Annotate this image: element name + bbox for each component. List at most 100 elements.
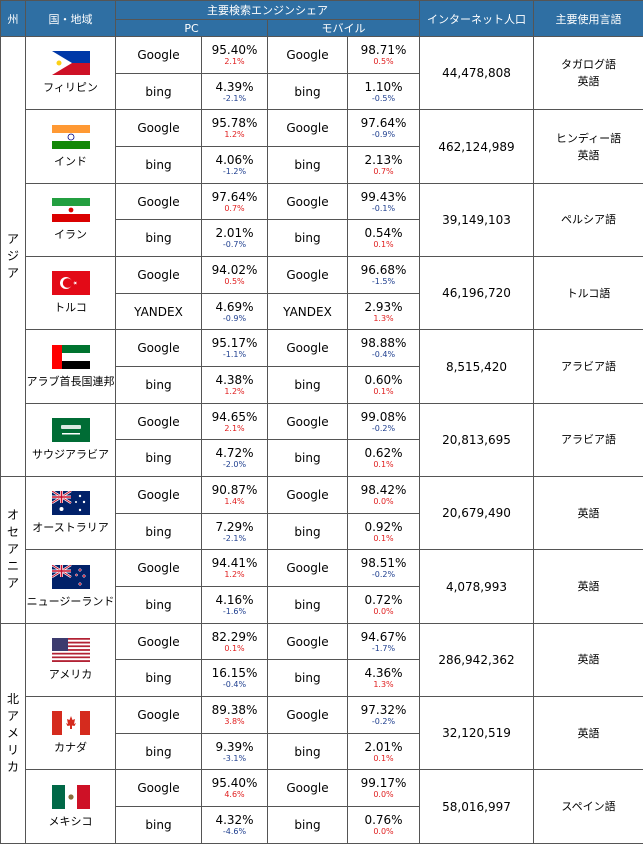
pc-share-cell: 4.38%1.2% (202, 367, 268, 404)
mobile-change: 0.7% (348, 167, 419, 177)
mobile-share: 97.32% (361, 703, 407, 717)
mobile-change: 0.5% (348, 57, 419, 67)
mobile-share-cell: 98.42%0.0% (348, 477, 420, 514)
country-name: フィリピン (43, 81, 98, 94)
mobile-change: -0.2% (348, 570, 419, 580)
flag-turkey-icon (52, 271, 90, 295)
language: アラビア語 (534, 358, 643, 375)
language-cell: 英語 (534, 697, 643, 770)
continent-char: ニ (1, 558, 25, 575)
pc-share: 9.39% (215, 740, 253, 754)
flag-uae-icon (52, 345, 90, 369)
pc-share-cell: 4.72%-2.0% (202, 440, 268, 477)
mobile-engine: YANDEX (268, 293, 348, 330)
mobile-engine: Google (268, 697, 348, 734)
mobile-change: -1.7% (348, 644, 419, 654)
language: アラビア語 (534, 431, 643, 448)
mobile-engine: bing (268, 220, 348, 257)
mobile-change: 0.0% (348, 827, 419, 837)
mobile-share: 99.43% (361, 190, 407, 204)
mobile-change: 0.1% (348, 460, 419, 470)
mobile-share: 98.71% (361, 43, 407, 57)
mobile-share-cell: 0.60%0.1% (348, 367, 420, 404)
mobile-share: 99.08% (361, 410, 407, 424)
pc-change: -2.1% (202, 534, 267, 544)
mobile-share-cell: 0.54%0.1% (348, 220, 420, 257)
pc-change: -2.0% (202, 460, 267, 470)
header-country: 国・地域 (26, 1, 116, 37)
pc-engine: Google (116, 183, 202, 220)
mobile-share: 98.42% (361, 483, 407, 497)
mobile-share-cell: 98.88%-0.4% (348, 330, 420, 367)
pc-engine: Google (116, 37, 202, 74)
pc-engine: bing (116, 147, 202, 184)
pc-share: 4.72% (215, 446, 253, 460)
mobile-change: 0.0% (348, 790, 419, 800)
pc-engine: bing (116, 440, 202, 477)
continent-char: リ (1, 742, 25, 759)
pc-share: 4.16% (215, 593, 253, 607)
mobile-change: -0.2% (348, 424, 419, 434)
mobile-share-cell: 97.32%-0.2% (348, 697, 420, 734)
pc-share: 4.38% (215, 373, 253, 387)
mobile-change: -1.5% (348, 277, 419, 287)
country-cell: メキシコ (26, 770, 116, 843)
flag-saudi-arabia-icon (52, 418, 90, 442)
mobile-share: 94.67% (361, 630, 407, 644)
pc-engine: Google (116, 330, 202, 367)
pc-share-cell: 4.39%-2.1% (202, 73, 268, 110)
pc-share: 95.78% (212, 116, 258, 130)
continent-char: セ (1, 524, 25, 541)
pc-share-cell: 4.32%-4.6% (202, 807, 268, 844)
pc-share-cell: 94.02%0.5% (202, 257, 268, 294)
header-share: 主要検索エンジンシェア (116, 1, 420, 20)
mobile-engine: Google (268, 477, 348, 514)
internet-population: 20,813,695 (420, 403, 534, 476)
pc-change: -1.1% (202, 350, 267, 360)
mobile-change: 0.0% (348, 497, 419, 507)
pc-engine: bing (116, 367, 202, 404)
pc-engine: Google (116, 110, 202, 147)
pc-engine: Google (116, 770, 202, 807)
internet-population: 4,078,993 (420, 550, 534, 623)
mobile-engine: bing (268, 660, 348, 697)
pc-change: 4.6% (202, 790, 267, 800)
pc-engine: Google (116, 403, 202, 440)
language-cell: 英語 (534, 623, 643, 696)
pc-share-cell: 94.41%1.2% (202, 550, 268, 587)
mobile-share: 96.68% (361, 263, 407, 277)
continent-char: 北 (1, 691, 25, 708)
mobile-change: -0.1% (348, 204, 419, 214)
country-cell: アメリカ (26, 623, 116, 696)
mobile-change: 1.3% (348, 680, 419, 690)
country-cell: アラブ首長国連邦 (26, 330, 116, 403)
pc-change: -0.4% (202, 680, 267, 690)
mobile-share-cell: 94.67%-1.7% (348, 623, 420, 660)
mobile-share: 0.62% (364, 446, 402, 460)
country-cell: オーストラリア (26, 477, 116, 550)
pc-change: -4.6% (202, 827, 267, 837)
pc-share: 82.29% (212, 630, 258, 644)
pc-engine: Google (116, 477, 202, 514)
header-internet-population: インターネット人口 (420, 1, 534, 37)
mobile-change: -0.5% (348, 94, 419, 104)
pc-share-cell: 4.16%-1.6% (202, 587, 268, 624)
pc-change: -0.7% (202, 240, 267, 250)
header-continent: 州 (1, 1, 26, 37)
pc-share: 94.02% (212, 263, 258, 277)
language: ヒンディー語 (534, 130, 643, 147)
mobile-change: 0.0% (348, 607, 419, 617)
language: 英語 (534, 651, 643, 668)
continent-cell: オセアニア (1, 477, 26, 624)
mobile-engine: bing (268, 73, 348, 110)
pc-share-cell: 89.38%3.8% (202, 697, 268, 734)
mobile-change: -0.2% (348, 717, 419, 727)
pc-engine: bing (116, 73, 202, 110)
language: ペルシア語 (534, 211, 643, 228)
